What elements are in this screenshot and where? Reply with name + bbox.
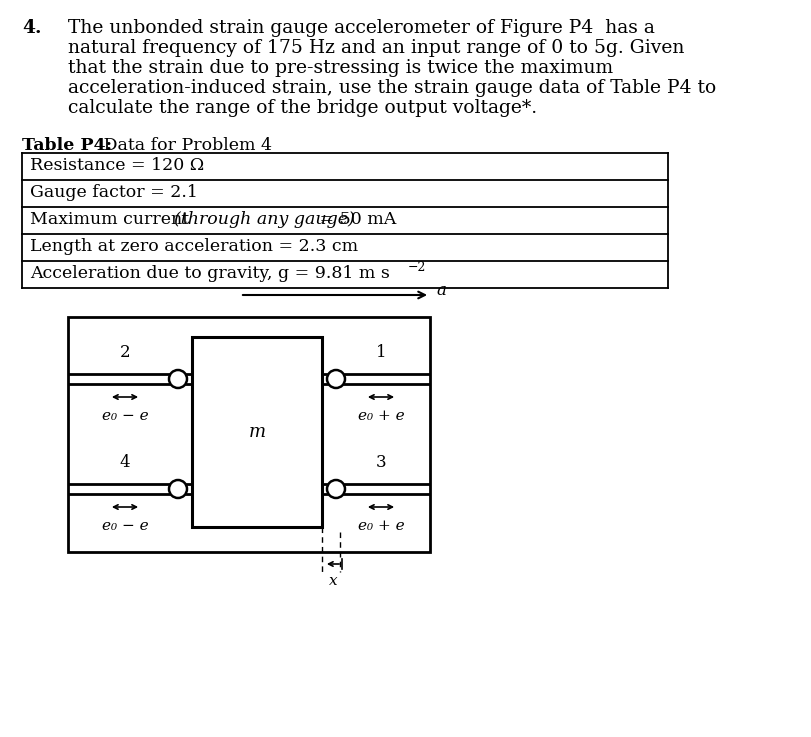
Bar	[191, 337, 322, 527]
Text: a: a	[436, 282, 445, 298]
Text: acceleration-induced strain, use the strain gauge data of Table P4 to: acceleration-induced strain, use the str…	[68, 79, 715, 97]
Bar	[191, 337, 322, 527]
Text: x: x	[328, 574, 337, 588]
Bar	[68, 317, 430, 552]
Circle shape	[327, 370, 345, 388]
Text: 4: 4	[119, 454, 130, 471]
Circle shape	[327, 480, 345, 498]
Text: −2: −2	[407, 261, 426, 274]
Circle shape	[169, 480, 187, 498]
Text: The unbonded strain gauge accelerometer of Figure P4  has a: The unbonded strain gauge accelerometer …	[68, 19, 654, 37]
Bar	[68, 317, 430, 552]
Text: natural frequency of 175 Hz and an input range of 0 to 5g. Given: natural frequency of 175 Hz and an input…	[68, 39, 684, 57]
Text: m: m	[248, 423, 265, 441]
Text: e₀ + e: e₀ + e	[358, 519, 404, 533]
Text: e₀ − e: e₀ − e	[101, 519, 148, 533]
Text: 4.: 4.	[22, 19, 41, 37]
Text: 1: 1	[375, 344, 386, 361]
Text: calculate the range of the bridge output voltage*.: calculate the range of the bridge output…	[68, 99, 536, 117]
Text: Maximum current: Maximum current	[30, 211, 195, 228]
Text: Resistance = 120 Ω: Resistance = 120 Ω	[30, 157, 204, 174]
Text: e₀ + e: e₀ + e	[358, 409, 404, 423]
Text: Acceleration due to gravity, g = 9.81 m s: Acceleration due to gravity, g = 9.81 m …	[30, 265, 389, 282]
Text: 3: 3	[375, 454, 386, 471]
Circle shape	[169, 370, 187, 388]
Text: 2: 2	[119, 344, 130, 361]
Text: Gauge factor = 2.1: Gauge factor = 2.1	[30, 184, 198, 201]
Text: that the strain due to pre-stressing is twice the maximum: that the strain due to pre-stressing is …	[68, 59, 612, 77]
Text: = 50 mA: = 50 mA	[314, 211, 396, 228]
Text: (through any gauge): (through any gauge)	[174, 211, 354, 228]
Text: Data for Problem 4: Data for Problem 4	[98, 137, 272, 154]
Text: e₀ − e: e₀ − e	[101, 409, 148, 423]
Text: Length at zero acceleration = 2.3 cm: Length at zero acceleration = 2.3 cm	[30, 238, 358, 255]
Text: Table P4:: Table P4:	[22, 137, 112, 154]
